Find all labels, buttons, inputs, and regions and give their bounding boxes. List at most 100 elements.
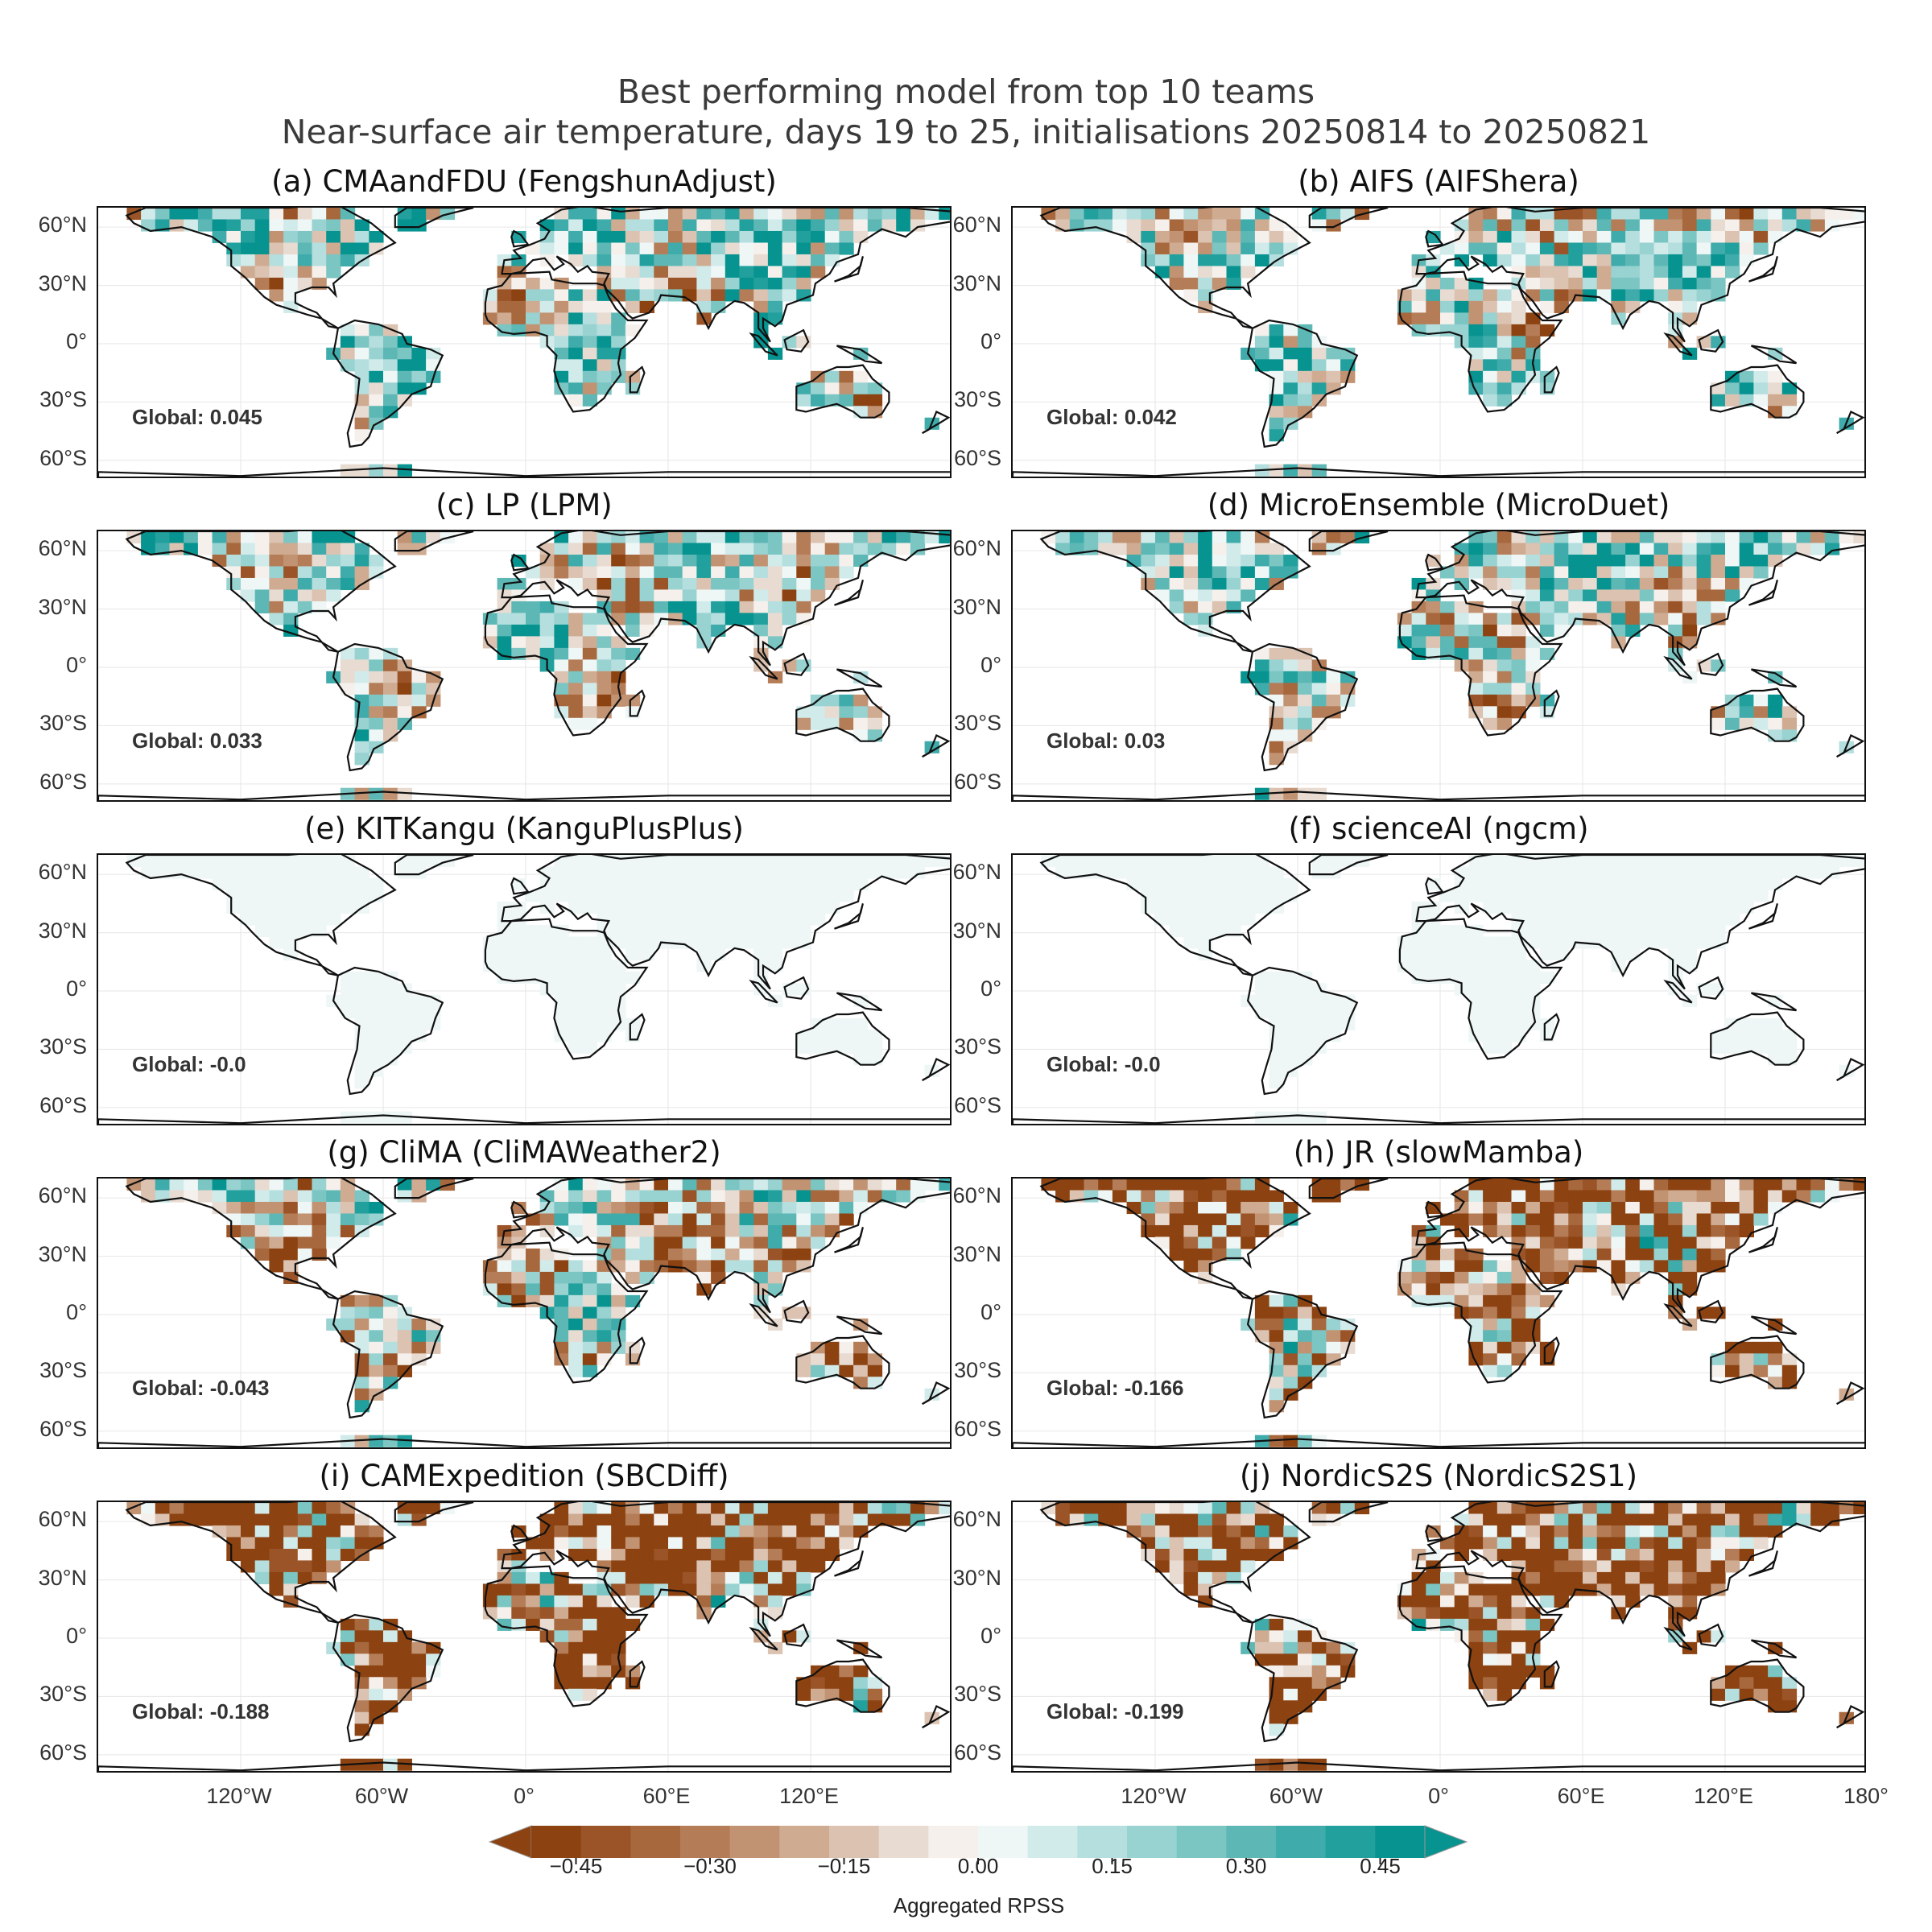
coastline (1698, 328, 1724, 353)
latitude-label: 0° (980, 1300, 1001, 1324)
longitude-label: 180° (1843, 1784, 1889, 1808)
coastline (922, 1381, 950, 1406)
latitude-label: 0° (980, 976, 1001, 1001)
coastline (1750, 1639, 1798, 1659)
coastline (1039, 855, 1311, 976)
coastline (1698, 976, 1724, 1000)
latitude-label: 60°S (39, 769, 87, 794)
coastline (783, 328, 810, 353)
latitude-label: 60°N (38, 1183, 87, 1208)
coastline (783, 1623, 810, 1647)
latitude-label: 0° (980, 1624, 1001, 1648)
coastline (1425, 877, 1444, 895)
longitude-label: 120°W (1121, 1784, 1187, 1808)
coastline (332, 319, 444, 448)
coastline (1836, 1704, 1864, 1729)
coastline (484, 1565, 649, 1707)
coastline (501, 531, 950, 667)
colorbar-segment (1226, 1826, 1277, 1858)
latitude-label: 60°S (954, 1740, 1001, 1765)
world-map (1013, 855, 1864, 1124)
global-score-label: Global: -0.043 (132, 1376, 270, 1400)
coastline (1246, 966, 1359, 1096)
global-score-label: Global: -0.0 (1046, 1052, 1161, 1076)
coastline (922, 1704, 950, 1729)
coastline (836, 668, 883, 688)
world-map (1013, 531, 1864, 800)
colorbar-segment (1276, 1826, 1327, 1858)
coastline (501, 1502, 950, 1637)
coastline (922, 1057, 950, 1082)
latitude-label: 30°S (954, 1034, 1001, 1059)
coastline (1425, 229, 1444, 248)
latitude-label: 60°N (952, 1507, 1001, 1532)
world-map (1013, 1502, 1864, 1771)
colorbar-segment (1127, 1826, 1178, 1858)
coastline (332, 1613, 444, 1743)
latitude-label: 60°N (952, 213, 1001, 237)
coastline (510, 229, 530, 248)
coastline (1663, 1626, 1693, 1651)
coastline (394, 855, 474, 876)
coastline (1748, 256, 1778, 283)
coastline (125, 208, 397, 329)
coastline (1698, 1299, 1724, 1323)
coastline (1308, 855, 1389, 876)
coastline (484, 270, 649, 413)
coastline (836, 1315, 883, 1335)
latitude-label: 60°S (39, 1092, 87, 1117)
coastline (1308, 208, 1389, 229)
coastline (1425, 1200, 1444, 1219)
longitude-label: 120°W (206, 1784, 272, 1808)
coastline (1246, 319, 1359, 448)
colorbar-segment (680, 1826, 731, 1858)
colorbar-tick-label: −0.30 (683, 1854, 737, 1878)
latitude-label: 30°S (39, 1358, 87, 1383)
coastline (501, 1179, 950, 1314)
coastline (332, 1290, 444, 1419)
latitude-label: 60°N (38, 536, 87, 561)
coastline (125, 531, 397, 653)
coastline (1663, 655, 1693, 680)
coastline (484, 594, 649, 737)
latitude-label: 30°S (39, 711, 87, 736)
map-panel (1011, 1177, 1866, 1449)
colorbar-segment (1077, 1826, 1128, 1858)
global-score-label: Global: 0.042 (1046, 405, 1177, 429)
latitude-label: 0° (980, 653, 1001, 677)
coastline (1013, 467, 1864, 477)
coastline (1415, 1502, 1864, 1637)
latitude-label: 30°S (39, 1682, 87, 1707)
world-map (98, 208, 950, 477)
latitude-label: 30°S (954, 387, 1001, 412)
coastline (834, 903, 864, 930)
coastline (1748, 580, 1778, 606)
coastline (1415, 531, 1864, 667)
coastline (1748, 1550, 1778, 1577)
map-panel (97, 1177, 952, 1449)
rpss-field (1041, 855, 1864, 1124)
coastline (332, 966, 444, 1096)
colorbar-segment (878, 1826, 929, 1858)
colorbar (488, 1825, 1468, 1864)
latitude-label: 60°N (952, 536, 1001, 561)
map-panel (97, 1501, 952, 1773)
coastline (1039, 1502, 1311, 1624)
coastline (98, 467, 950, 477)
panel-title: (h) JR (slowMamba) (1293, 1135, 1584, 1170)
coastline (98, 1761, 950, 1771)
latitude-label: 60°N (38, 213, 87, 237)
colorbar-segment (630, 1826, 681, 1858)
coastline (1543, 1336, 1560, 1364)
coastline (1543, 689, 1560, 717)
coastline (98, 1438, 950, 1447)
coastline (484, 1241, 649, 1384)
latitude-label: 0° (66, 329, 87, 353)
coastline (749, 1302, 778, 1327)
coastline (1415, 855, 1864, 990)
panel-title: (f) scienceAI (ngcm) (1288, 811, 1589, 846)
colorbar-tick-label: −0.15 (817, 1854, 871, 1878)
coastline (125, 1179, 397, 1300)
global-score-label: Global: -0.188 (132, 1699, 270, 1724)
coastline (1698, 652, 1724, 676)
